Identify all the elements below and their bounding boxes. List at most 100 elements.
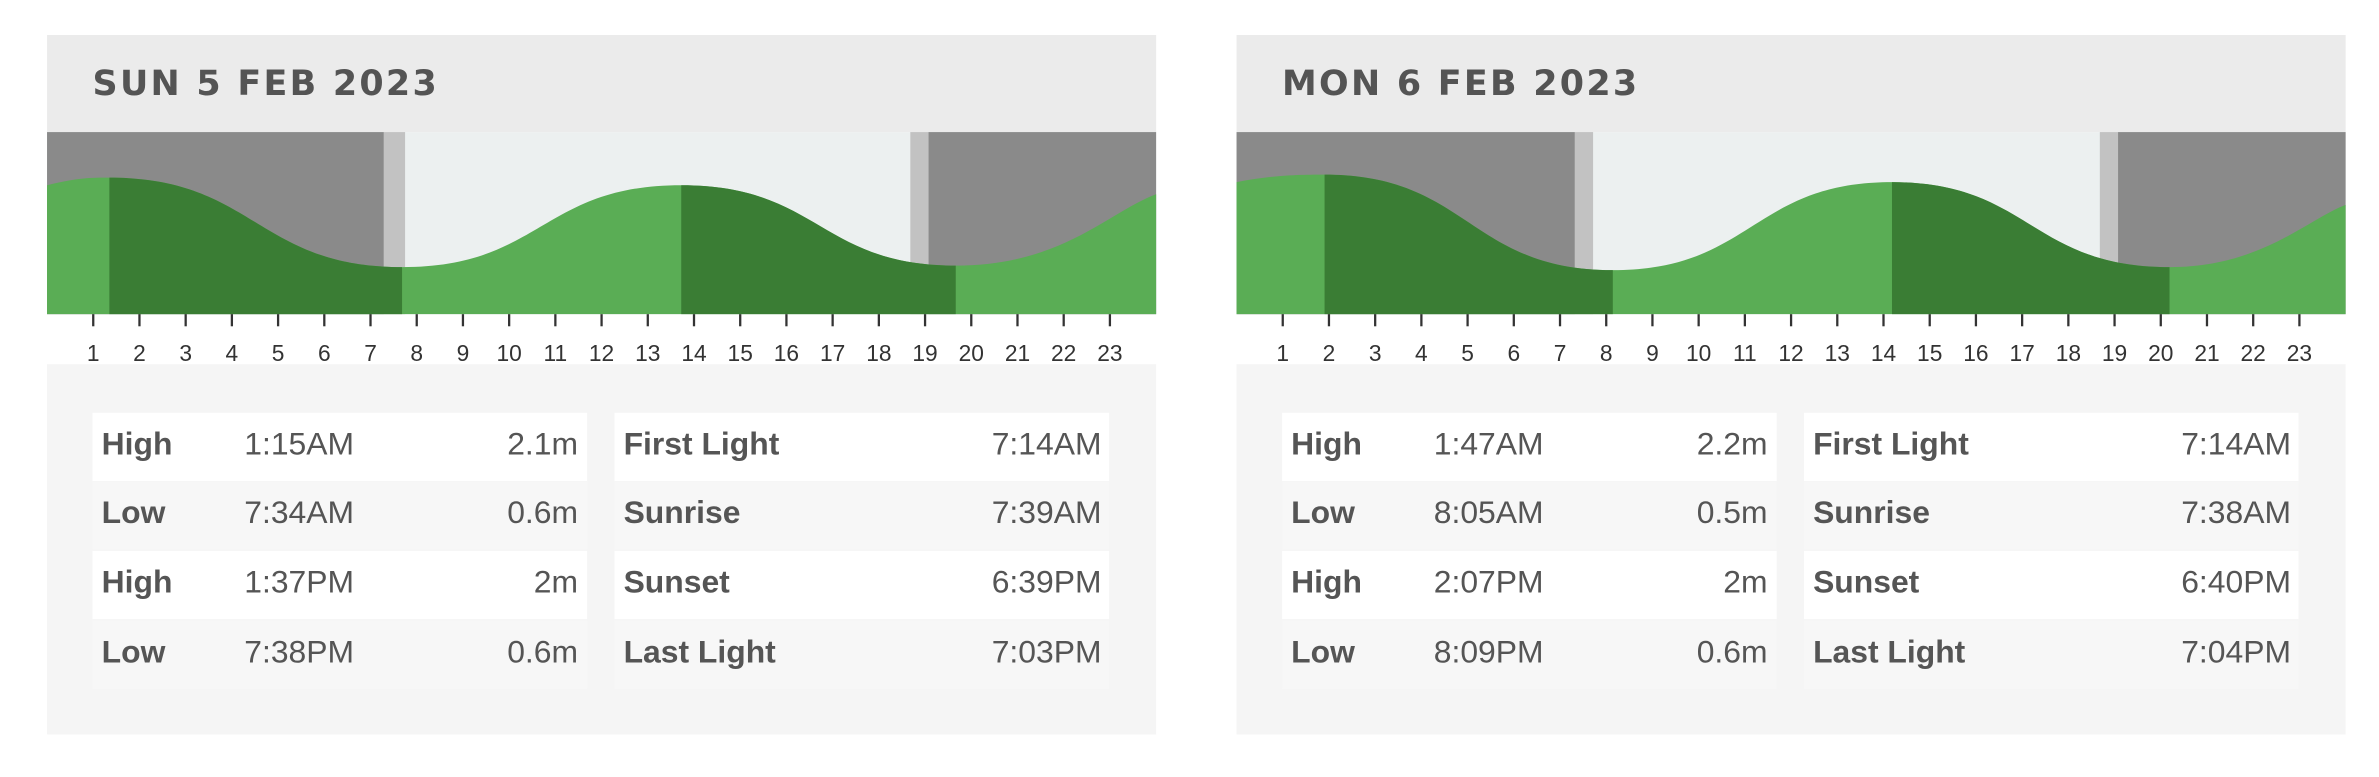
table-row xyxy=(614,412,1110,482)
hour-label: 2 xyxy=(1323,340,1336,366)
hour-label: 22 xyxy=(1051,340,1076,366)
table-row xyxy=(614,620,1110,689)
tide-height: 2.2m xyxy=(1697,426,1768,462)
tide-type: High xyxy=(102,564,173,600)
hour-label: 9 xyxy=(457,340,470,366)
hour-label: 21 xyxy=(2194,340,2219,366)
tide-time: 2:07PM xyxy=(1434,564,1544,600)
hour-label: 21 xyxy=(1005,340,1030,366)
table-row xyxy=(92,620,588,689)
hour-label: 5 xyxy=(1461,340,1474,366)
tide-type: Low xyxy=(102,633,166,669)
table-row xyxy=(614,550,1110,620)
hour-label: 10 xyxy=(1686,340,1711,366)
tide-height: 0.6m xyxy=(507,494,578,530)
hour-label: 4 xyxy=(226,340,239,366)
hour-label: 20 xyxy=(2148,340,2173,366)
sun-time: 7:38AM xyxy=(2181,494,2291,530)
hour-label: 14 xyxy=(681,340,706,366)
table-row xyxy=(1282,550,1777,620)
tide-type: High xyxy=(1291,426,1362,462)
table-row xyxy=(1282,412,1777,482)
hour-label: 16 xyxy=(1963,340,1988,366)
sun-time: 7:14AM xyxy=(2181,426,2291,462)
sun-time: 6:40PM xyxy=(2181,564,2291,600)
tide-type: High xyxy=(1291,564,1362,600)
hour-label: 22 xyxy=(2241,340,2266,366)
sun-time: 7:39AM xyxy=(992,494,1102,530)
tide-height: 0.6m xyxy=(1697,633,1768,669)
sun-time: 7:14AM xyxy=(992,426,1102,462)
title-bar xyxy=(47,34,1157,133)
day-title: MON 6 FEB 2023 xyxy=(1282,64,1639,104)
hour-label: 23 xyxy=(1097,340,1122,366)
hour-label: 7 xyxy=(1554,340,1567,366)
title-bar xyxy=(1236,34,2346,133)
sun-time: 7:03PM xyxy=(992,633,1102,669)
hour-label: 8 xyxy=(410,340,423,366)
hour-label: 5 xyxy=(272,340,285,366)
hour-label: 19 xyxy=(912,340,937,366)
sun-label: Sunset xyxy=(1813,564,1920,600)
hour-label: 17 xyxy=(820,340,845,366)
hour-label: 4 xyxy=(1415,340,1428,366)
hour-label: 11 xyxy=(544,340,568,366)
sun-label: Last Light xyxy=(1813,633,1966,669)
table-row xyxy=(1282,481,1777,550)
sun-time: 6:39PM xyxy=(992,564,1102,600)
hour-label: 15 xyxy=(1917,340,1942,366)
hour-label: 10 xyxy=(496,340,521,366)
tide-height: 2m xyxy=(534,564,578,600)
hour-label: 1 xyxy=(1276,340,1289,366)
tide-time: 1:15AM xyxy=(244,426,354,462)
tide-height: 2.1m xyxy=(507,426,578,462)
table-row xyxy=(1803,481,2299,550)
sun-label: Last Light xyxy=(624,633,777,669)
tide-time: 7:34AM xyxy=(244,494,354,530)
tide-type: Low xyxy=(1291,633,1355,669)
table-row xyxy=(1803,412,2299,482)
sun-time: 7:04PM xyxy=(2181,633,2291,669)
hour-label: 23 xyxy=(2287,340,2312,366)
sun-label: Sunrise xyxy=(624,494,741,530)
tide-type: Low xyxy=(1291,494,1355,530)
hour-label: 9 xyxy=(1646,340,1659,366)
hour-label: 19 xyxy=(2102,340,2127,366)
table-row xyxy=(1282,620,1777,689)
tide-height: 2m xyxy=(1723,564,1767,600)
tide-height: 0.5m xyxy=(1697,494,1768,530)
tide-time: 1:37PM xyxy=(244,564,354,600)
hour-label: 8 xyxy=(1600,340,1613,366)
hour-label: 13 xyxy=(635,340,660,366)
table-row xyxy=(92,550,588,620)
hour-label: 12 xyxy=(1778,340,1803,366)
hour-label: 13 xyxy=(1825,340,1850,366)
hour-label: 18 xyxy=(2056,340,2081,366)
table-row xyxy=(1803,620,2299,689)
tide-time: 8:09PM xyxy=(1434,633,1544,669)
hour-label: 14 xyxy=(1871,340,1896,366)
hour-label: 15 xyxy=(728,340,753,366)
table-row xyxy=(1803,550,2299,620)
table-row xyxy=(92,481,588,550)
hour-label: 7 xyxy=(364,340,377,366)
hour-label: 6 xyxy=(1507,340,1520,366)
hour-label: 3 xyxy=(1369,340,1382,366)
hour-label: 1 xyxy=(87,340,100,366)
tide-time: 7:38PM xyxy=(244,633,354,669)
hour-label: 17 xyxy=(2009,340,2034,366)
sun-label: Sunset xyxy=(624,564,731,600)
tide-time: 8:05AM xyxy=(1434,494,1544,530)
sun-label: Sunrise xyxy=(1813,494,1930,530)
hour-label: 3 xyxy=(179,340,192,366)
sun-label: First Light xyxy=(624,426,780,462)
sun-label: First Light xyxy=(1813,426,1969,462)
tide-type: High xyxy=(102,426,173,462)
table-row xyxy=(614,481,1110,550)
day-title: SUN 5 FEB 2023 xyxy=(93,64,439,104)
hour-label: 11 xyxy=(1733,340,1757,366)
tide-type: Low xyxy=(102,494,166,530)
hour-label: 20 xyxy=(959,340,984,366)
